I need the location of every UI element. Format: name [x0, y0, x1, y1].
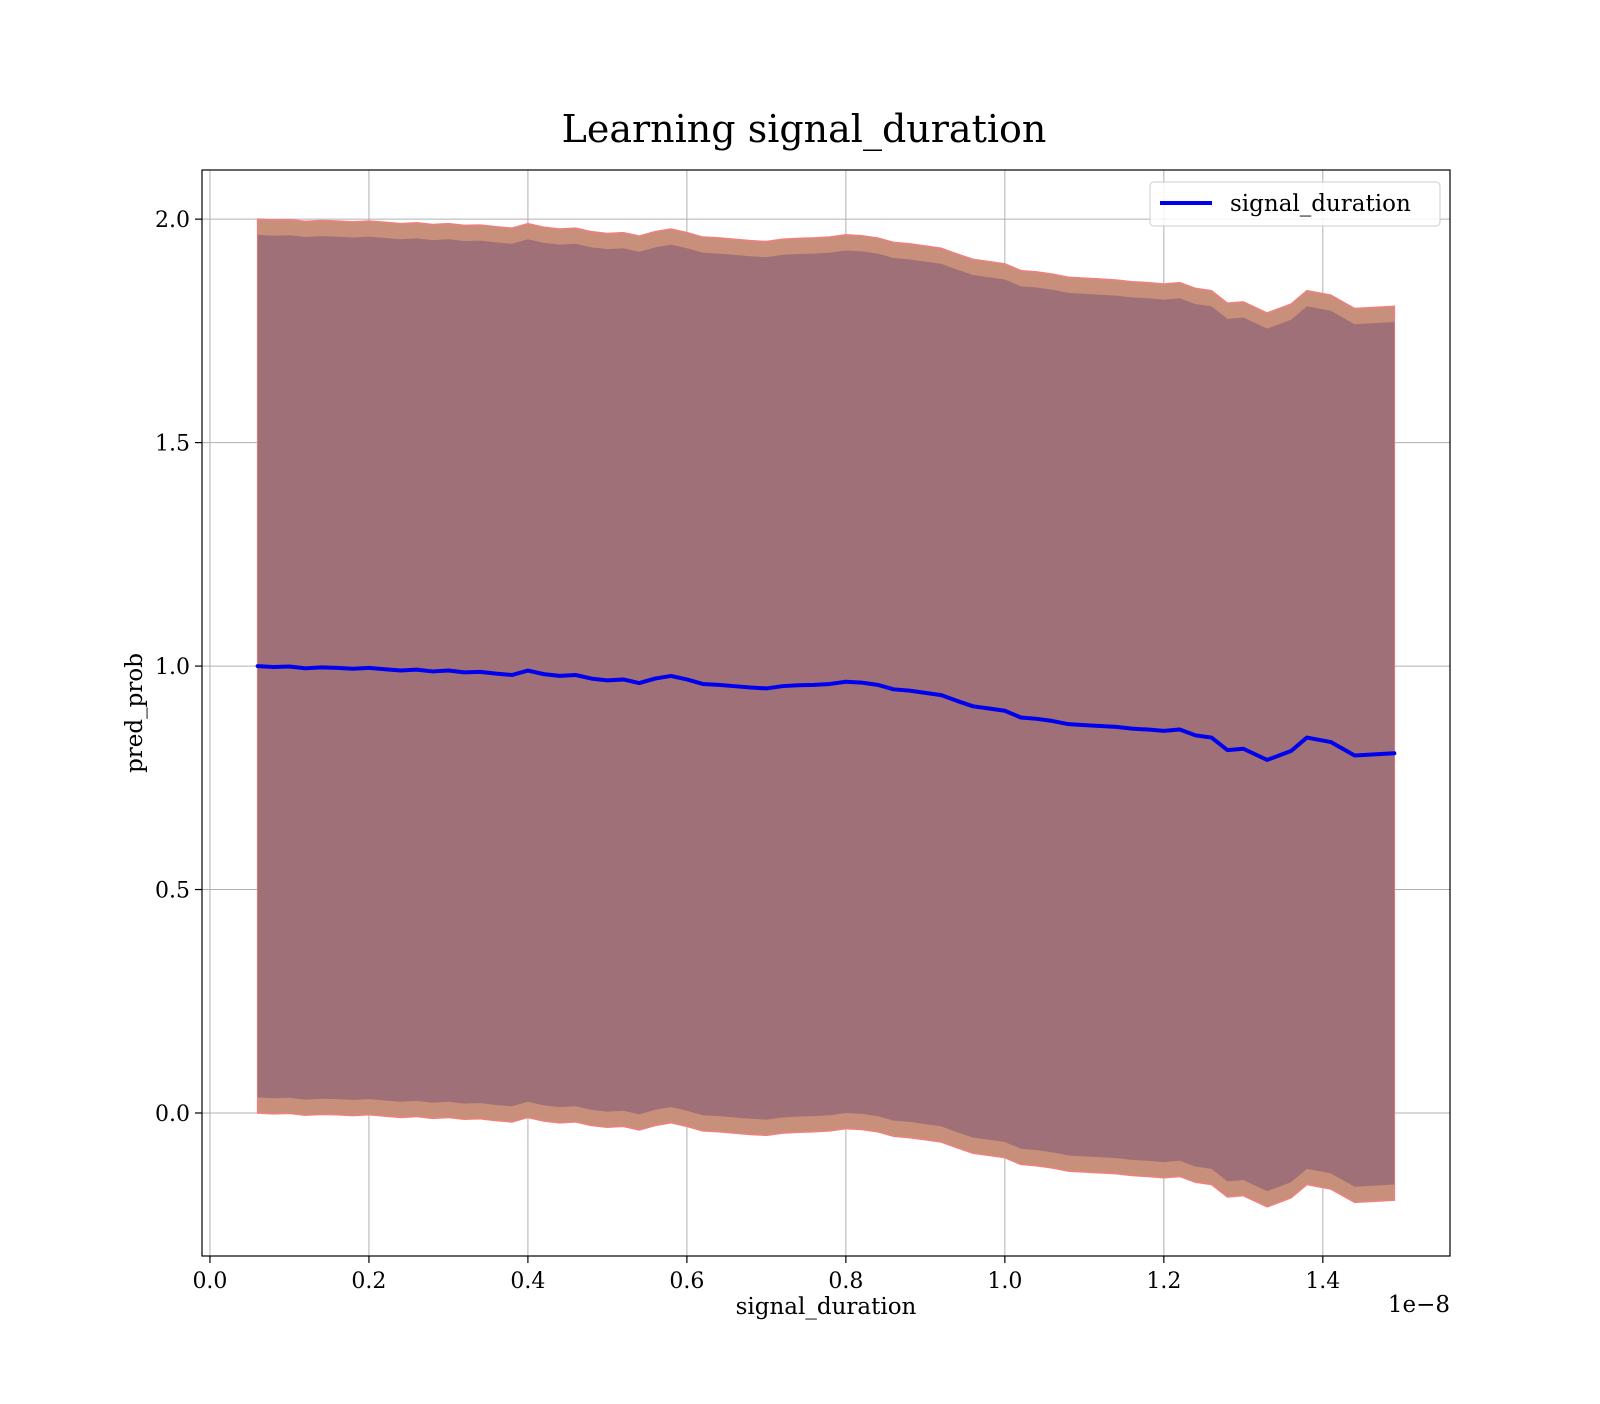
line-layer [255, 664, 1397, 762]
legend: signal_duration [1149, 181, 1441, 227]
inner-uncertainty-band [257, 234, 1395, 1192]
plot-area-frame [201, 169, 1451, 1257]
band-layer [256, 218, 1396, 1208]
x-axis-label: signal_duration [736, 1294, 917, 1320]
x-tick-label: 0.0 [192, 1269, 227, 1294]
x-tick-label: 1.4 [1305, 1269, 1340, 1294]
legend-entry-label: signal_duration [1230, 191, 1411, 217]
y-tick-label: 1.0 [155, 655, 190, 680]
tick-layer: 0.0 0.2 0.4 0.6 0.8 1.0 1.2 1.4 0.0 0.5 1.0 1.5 2.0 [155, 208, 1340, 1294]
x-axis-offset-label: 1e−8 [1388, 1292, 1450, 1318]
x-tick-label: 0.8 [828, 1269, 863, 1294]
x-tick-label: 1.2 [1146, 1269, 1181, 1294]
series-line-signal-duration [255, 664, 1397, 762]
y-axis-label: pred_prob [122, 653, 148, 773]
y-tick-label: 2.0 [155, 208, 190, 233]
legend-frame [1149, 181, 1441, 227]
x-tick-label: 0.6 [669, 1269, 704, 1294]
x-tick-label: 1.0 [987, 1269, 1022, 1294]
x-tick-label: 0.2 [351, 1269, 386, 1294]
y-tick-label: 1.5 [155, 432, 190, 457]
chart-title: Learning signal_duration [562, 107, 1047, 152]
x-tick-label: 0.4 [510, 1269, 545, 1294]
y-tick-label: 0.0 [155, 1102, 190, 1127]
y-tick-label: 0.5 [155, 879, 190, 904]
